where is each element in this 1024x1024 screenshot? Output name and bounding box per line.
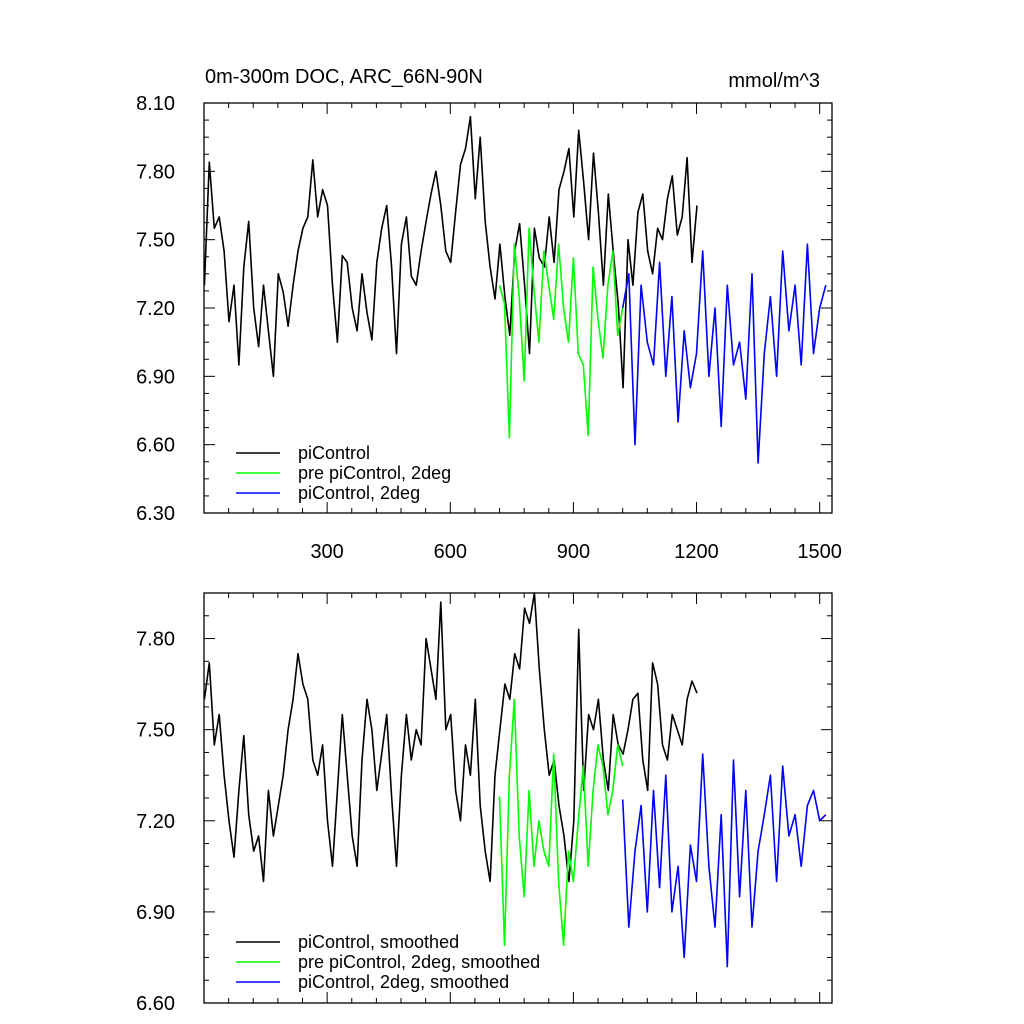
x-tick-label: 600 xyxy=(434,541,467,563)
tick-layer: 300 600 900 1200 1500 6.30 6.60 6.90 7.20 7.50 7.8… xyxy=(136,93,842,563)
legend-label-picontrol-2deg: piControl, 2deg xyxy=(298,483,420,503)
legend: piControl, smoothed pre piControl, 2deg,… xyxy=(236,932,540,992)
y-tick-label: 6.60 xyxy=(136,993,175,1015)
legend-label-picontrol: piControl xyxy=(298,443,370,463)
series-layer xyxy=(203,592,827,968)
x-tick-label: 300 xyxy=(310,541,343,563)
series-line-picontrol xyxy=(203,115,698,389)
chart-title: 0m-300m DOC, ARC_66N-90N xyxy=(205,66,483,88)
y-tick-label: 6.30 xyxy=(136,503,175,525)
x-tick-label: 900 xyxy=(557,541,590,563)
y-tick-label: 6.90 xyxy=(136,366,175,388)
y-tick-label: 7.20 xyxy=(136,811,175,833)
chart-bottom: 6.60 6.90 7.20 7.50 7.80 piControl, smoothed… xyxy=(136,592,833,1015)
legend-label-pre-picontrol-2deg: pre piControl, 2deg xyxy=(298,463,451,483)
chart-top: 0m-300m DOC, ARC_66N-90N mmol/m^3 300 600… xyxy=(136,66,842,563)
y-tick-label: 7.50 xyxy=(136,230,175,252)
series-line-pre-picontrol-2deg-smoothed xyxy=(498,698,624,947)
y-tick-label: 6.90 xyxy=(136,902,175,924)
series-layer xyxy=(203,115,827,464)
legend-label-picontrol-2deg-smoothed: piControl, 2deg, smoothed xyxy=(298,972,509,992)
legend-label-picontrol-smoothed: piControl, smoothed xyxy=(298,932,459,952)
y-tick-label: 7.50 xyxy=(136,720,175,742)
units-label: mmol/m^3 xyxy=(728,70,820,92)
plot-frame xyxy=(203,592,833,1004)
x-tick-label: 1200 xyxy=(674,541,719,563)
y-tick-label: 7.80 xyxy=(136,161,175,183)
plot-frame xyxy=(203,102,833,514)
y-tick-label: 7.20 xyxy=(136,298,175,320)
y-tick-label: 6.60 xyxy=(136,435,175,457)
y-tick-label: 8.10 xyxy=(136,93,175,115)
series-line-pre-picontrol-2deg xyxy=(498,227,624,439)
y-tick-label: 7.80 xyxy=(136,629,175,651)
series-line-picontrol-2deg xyxy=(621,243,827,464)
x-tick-label: 1500 xyxy=(797,541,842,563)
legend: piControl pre piControl, 2deg piControl,… xyxy=(236,443,451,503)
series-line-picontrol-smoothed xyxy=(203,592,698,883)
legend-label-pre-picontrol-2deg-smoothed: pre piControl, 2deg, smoothed xyxy=(298,952,540,972)
series-line-picontrol-2deg-smoothed xyxy=(621,753,827,968)
